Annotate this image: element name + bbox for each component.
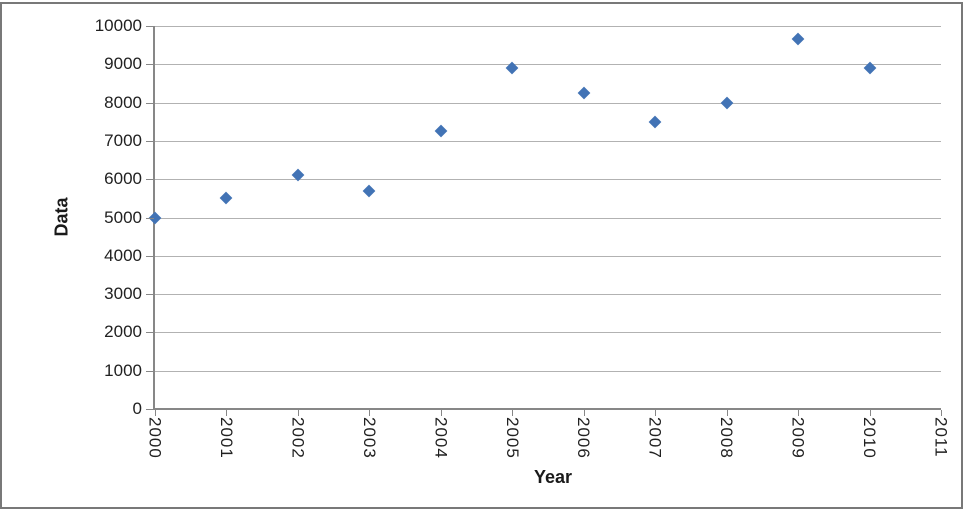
- x-tick-label: 2003: [359, 417, 379, 459]
- x-tick-mark: [798, 410, 800, 416]
- x-tick-mark: [512, 410, 514, 416]
- x-tick-mark: [155, 410, 156, 416]
- y-tick-mark: [146, 370, 154, 372]
- gridline: [155, 179, 941, 181]
- x-tick-label: 2007: [645, 417, 665, 459]
- x-tick-label: 2000: [145, 417, 165, 459]
- gridline: [155, 255, 941, 257]
- gridline: [155, 64, 941, 66]
- x-tick-label: 2001: [216, 417, 236, 459]
- y-tick-mark: [146, 294, 154, 296]
- x-tick-mark: [655, 410, 657, 416]
- gridline: [155, 140, 941, 142]
- data-point: [577, 86, 591, 100]
- x-tick-label: 2002: [288, 417, 308, 459]
- gridline: [155, 370, 941, 372]
- x-axis-title: Year: [533, 467, 573, 487]
- x-tick-mark: [941, 410, 942, 416]
- y-tick-mark: [146, 255, 154, 257]
- x-tick-label: 2004: [431, 417, 451, 459]
- y-tick-label: 7000: [104, 130, 142, 150]
- y-tick-mark: [146, 102, 154, 104]
- x-tick-label: 2010: [860, 417, 880, 459]
- x-tick-mark: [869, 410, 871, 416]
- y-tick-label: 8000: [104, 92, 142, 112]
- y-tick-label: 6000: [104, 169, 142, 189]
- data-point: [362, 184, 376, 198]
- gridline: [155, 217, 941, 219]
- y-tick-mark: [146, 26, 154, 27]
- x-tick-mark: [226, 410, 228, 416]
- y-tick-mark: [146, 409, 154, 410]
- x-tick-mark: [726, 410, 728, 416]
- y-tick-label: 5000: [104, 207, 142, 227]
- x-tick-label: 2008: [717, 417, 737, 459]
- x-tick-label: 2009: [788, 417, 808, 459]
- y-tick-label: 9000: [104, 54, 142, 74]
- gridline: [155, 102, 941, 104]
- data-point: [648, 115, 662, 129]
- x-tick-mark: [440, 410, 442, 416]
- y-tick-mark: [146, 64, 154, 66]
- y-tick-label: 2000: [104, 322, 142, 342]
- x-tick-label: 2011: [931, 417, 951, 458]
- y-tick-label: 10000: [94, 16, 142, 35]
- gridline: [155, 26, 941, 27]
- x-tick-label: 2005: [502, 417, 522, 459]
- y-axis-title: Data: [51, 197, 72, 237]
- data-point: [720, 96, 733, 109]
- y-tick-label: 0: [132, 399, 142, 418]
- y-tick-mark: [146, 179, 154, 181]
- gridline: [155, 332, 941, 334]
- data-point: [791, 33, 805, 46]
- y-tick-mark: [146, 332, 154, 334]
- y-tick-label: 1000: [104, 360, 142, 380]
- data-point: [434, 124, 448, 138]
- x-tick-mark: [583, 410, 585, 416]
- y-tick-mark: [146, 217, 154, 219]
- x-axis-line: [153, 408, 941, 410]
- y-tick-label: 4000: [104, 245, 142, 265]
- x-tick-mark: [297, 410, 299, 416]
- plot-area: [148, 26, 941, 410]
- data-point: [220, 191, 233, 205]
- y-tick-label: 3000: [104, 284, 142, 304]
- x-tick-mark: [369, 410, 371, 416]
- y-tick-mark: [146, 140, 154, 142]
- gridline: [155, 294, 941, 296]
- x-tick-label: 2006: [574, 417, 594, 459]
